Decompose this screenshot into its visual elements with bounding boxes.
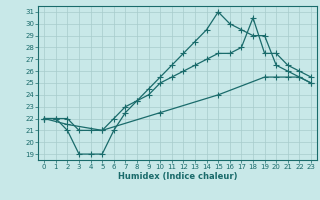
X-axis label: Humidex (Indice chaleur): Humidex (Indice chaleur): [118, 172, 237, 181]
